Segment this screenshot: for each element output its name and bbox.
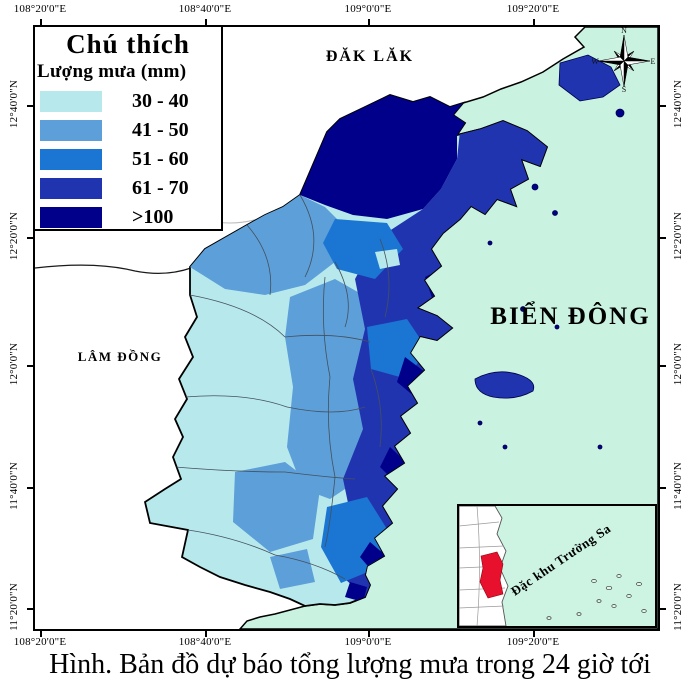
islands <box>457 54 625 588</box>
compass-rose: N E S W <box>592 26 656 92</box>
axis-tick <box>27 608 33 610</box>
axis-tick <box>660 365 666 367</box>
axis-label-left: 12°0'0"N <box>8 342 20 386</box>
axis-tick <box>27 365 33 367</box>
axis-tick <box>533 631 535 637</box>
scalebar-label: 6.5 <box>77 628 88 629</box>
inset-map: Đặc khu Trường Sa <box>457 504 657 628</box>
axis-label-top: 109°0'0"E <box>344 3 392 15</box>
legend-row: 41 - 50 <box>40 119 221 141</box>
legend-swatch <box>40 177 102 199</box>
label-lam-dong: LÂM ĐỒNG <box>77 349 163 364</box>
map-legend: Chú thích Lượng mưa (mm) 30 - 40 41 - 50… <box>33 25 223 231</box>
legend-swatch <box>40 148 102 170</box>
axis-label-right: 12°0'0"N <box>672 342 684 386</box>
axis-label-bottom: 109°20'0"E <box>506 636 560 648</box>
legend-row: 51 - 60 <box>40 148 221 170</box>
axis-label-right: 11°20'0"N <box>672 583 684 631</box>
inset-map-svg <box>459 506 647 626</box>
scalebar-label: 0 <box>109 628 113 629</box>
legend-label: 51 - 60 <box>132 147 189 170</box>
axis-tick <box>27 487 33 489</box>
inset-highlighted-area <box>479 551 504 599</box>
legend-label: 61 - 70 <box>132 176 189 199</box>
axis-label-right: 11°40'0"N <box>672 462 684 510</box>
inland-boundary <box>35 264 192 274</box>
scalebar-label: 26 <box>226 628 235 629</box>
axis-tick <box>368 19 370 25</box>
axis-label-right: 12°20'0"N <box>672 211 684 261</box>
axis-label-top: 109°20'0"E <box>506 3 560 15</box>
axis-label-left: 12°20'0"N <box>8 211 20 261</box>
axis-tick <box>660 105 666 107</box>
legend-row: >100 <box>40 206 221 228</box>
axis-label-bottom: 108°20'0"E <box>13 636 67 648</box>
legend-subtitle: Lượng mưa (mm) <box>37 61 187 82</box>
legend-swatch <box>40 90 102 112</box>
compass-star <box>597 34 651 88</box>
axis-tick <box>40 19 42 25</box>
axis-label-bottom: 109°0'0"E <box>344 636 392 648</box>
legend-label: >100 <box>132 205 174 228</box>
legend-row: 61 - 70 <box>40 177 221 199</box>
figure-caption: Hình. Bản đồ dự báo tổng lượng mưa trong… <box>49 649 651 680</box>
legend-label: 30 - 40 <box>132 89 189 112</box>
axis-tick <box>27 105 33 107</box>
district-boundaries <box>174 194 390 580</box>
scale-bar: 6.5 3.25 0 6.5 13 19.5 26 Kilometers <box>77 628 295 629</box>
scalebar-label: 19.5 <box>193 628 208 629</box>
inset-islands <box>546 574 647 620</box>
axis-tick <box>660 237 666 239</box>
scalebar-label: 6.5 <box>135 628 146 629</box>
axis-tick <box>660 487 666 489</box>
compass-n-label: N <box>621 26 627 35</box>
legend-label: 41 - 50 <box>132 118 189 141</box>
scalebar-label: 3.25 <box>90 628 105 629</box>
axis-label-left: 12°40'0"N <box>8 79 20 129</box>
label-dak-lak: ĐĂK LĂK <box>325 48 415 65</box>
axis-tick <box>368 631 370 637</box>
axis-label-top: 108°40'0"E <box>178 3 232 15</box>
axis-tick <box>533 19 535 25</box>
legend-row: 30 - 40 <box>40 90 221 112</box>
legend-title: Chú thích <box>66 29 190 59</box>
axis-tick <box>660 608 666 610</box>
legend-swatch <box>40 206 102 228</box>
axis-tick <box>205 19 207 25</box>
compass-w-label: W <box>592 57 599 66</box>
scalebar-label: 13 <box>166 628 175 629</box>
rainfall-zones <box>174 95 547 602</box>
axis-label-bottom: 108°40'0"E <box>178 636 232 648</box>
compass-s-label: S <box>622 85 626 92</box>
axis-tick <box>27 237 33 239</box>
axis-label-right: 12°40'0"N <box>672 79 684 129</box>
axis-tick <box>40 631 42 637</box>
axis-label-left: 11°20'0"N <box>8 583 20 631</box>
legend-swatch <box>40 119 102 141</box>
axis-label-left: 11°40'0"N <box>8 462 20 510</box>
label-bien-dong: BIỂN ĐÔNG <box>490 303 651 330</box>
compass-e-label: E <box>651 57 656 66</box>
axis-tick <box>205 631 207 637</box>
axis-label-top: 108°20'0"E <box>13 3 67 15</box>
